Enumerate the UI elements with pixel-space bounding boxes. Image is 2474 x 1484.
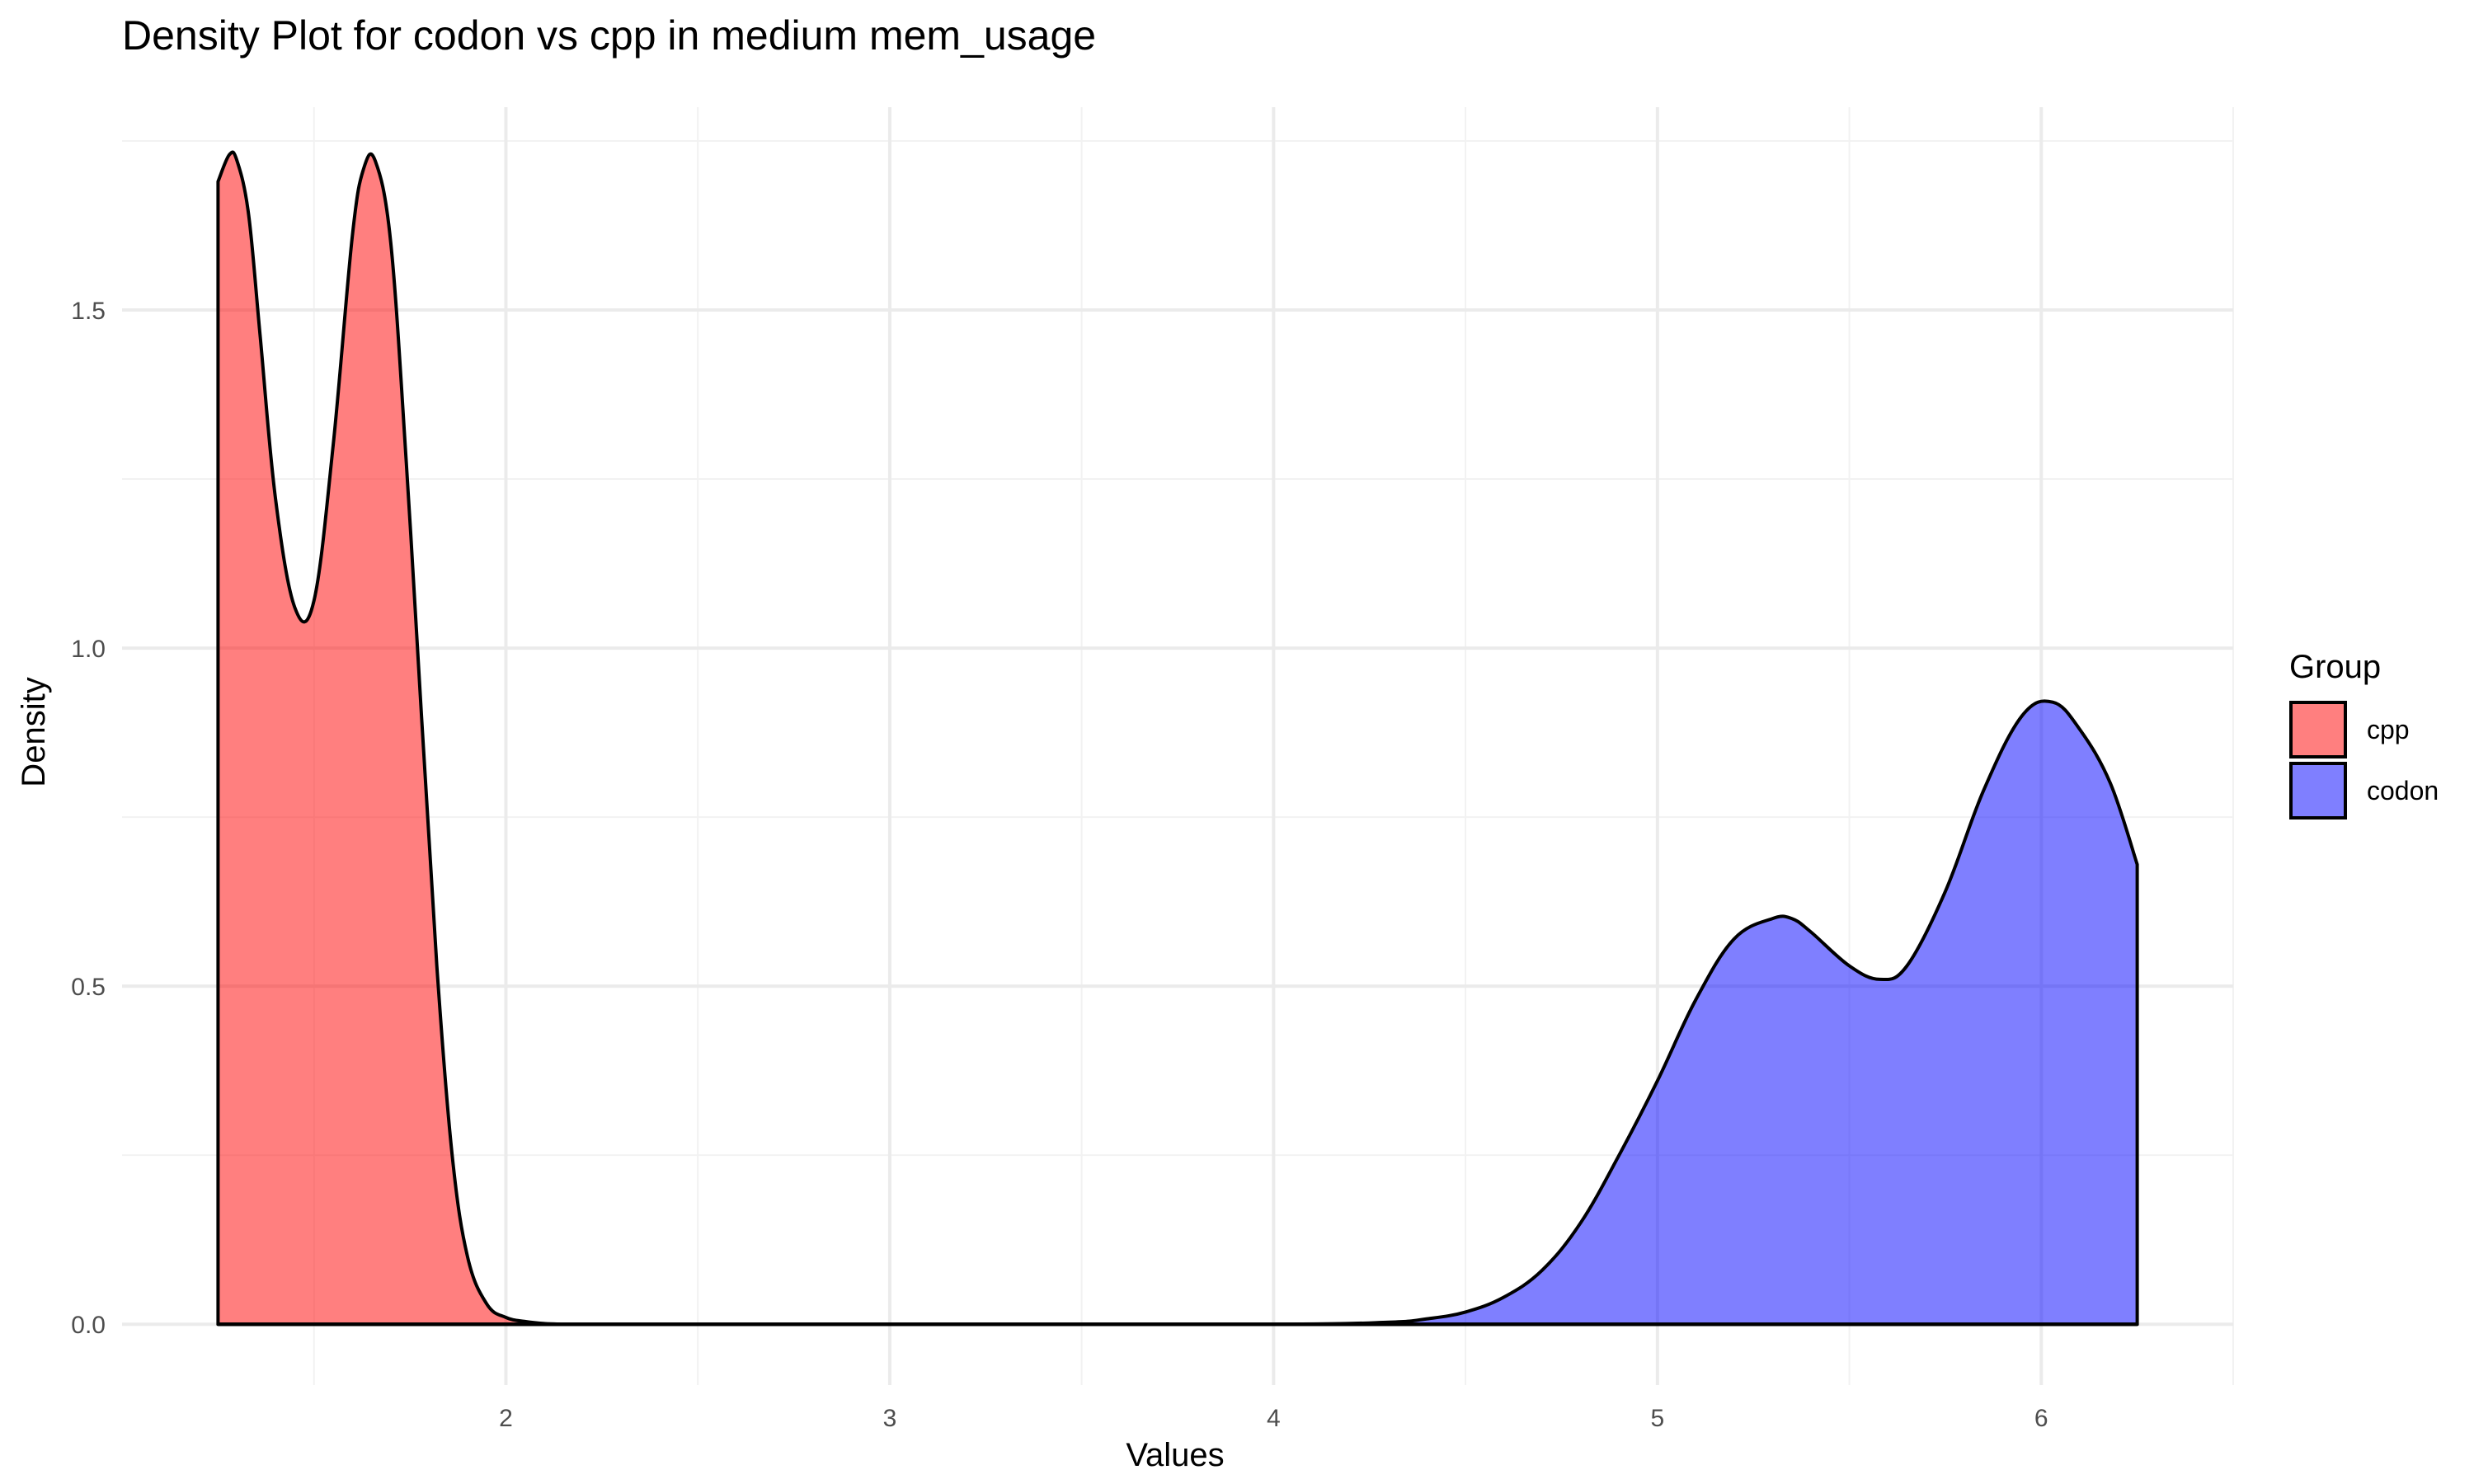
y-tick-label: 0.5: [71, 974, 106, 1001]
legend: Group cpp codon: [2289, 649, 2439, 819]
x-tick-label: 6: [2034, 1405, 2048, 1432]
y-tick-label: 1.5: [71, 298, 106, 325]
legend-key-codon: [2289, 762, 2347, 819]
tick-labels: 2 3 4 5 6 0.0 0.5 1.0 1.5: [71, 298, 2048, 1432]
chart-title: Density Plot for codon vs cpp in medium …: [122, 12, 1096, 59]
legend-label-cpp: cpp: [2367, 715, 2410, 744]
y-axis-title: Density: [16, 677, 52, 787]
legend-key-cpp: [2289, 701, 2347, 758]
y-tick-label: 1.0: [71, 636, 106, 663]
legend-label-codon: codon: [2367, 776, 2439, 805]
x-tick-label: 2: [499, 1405, 513, 1432]
x-tick-label: 4: [1267, 1405, 1281, 1432]
x-tick-label: 5: [1650, 1405, 1664, 1432]
y-tick-label: 0.0: [71, 1312, 106, 1339]
legend-title: Group: [2289, 649, 2381, 685]
x-tick-label: 3: [883, 1405, 897, 1432]
x-axis-title: Values: [1126, 1437, 1224, 1473]
